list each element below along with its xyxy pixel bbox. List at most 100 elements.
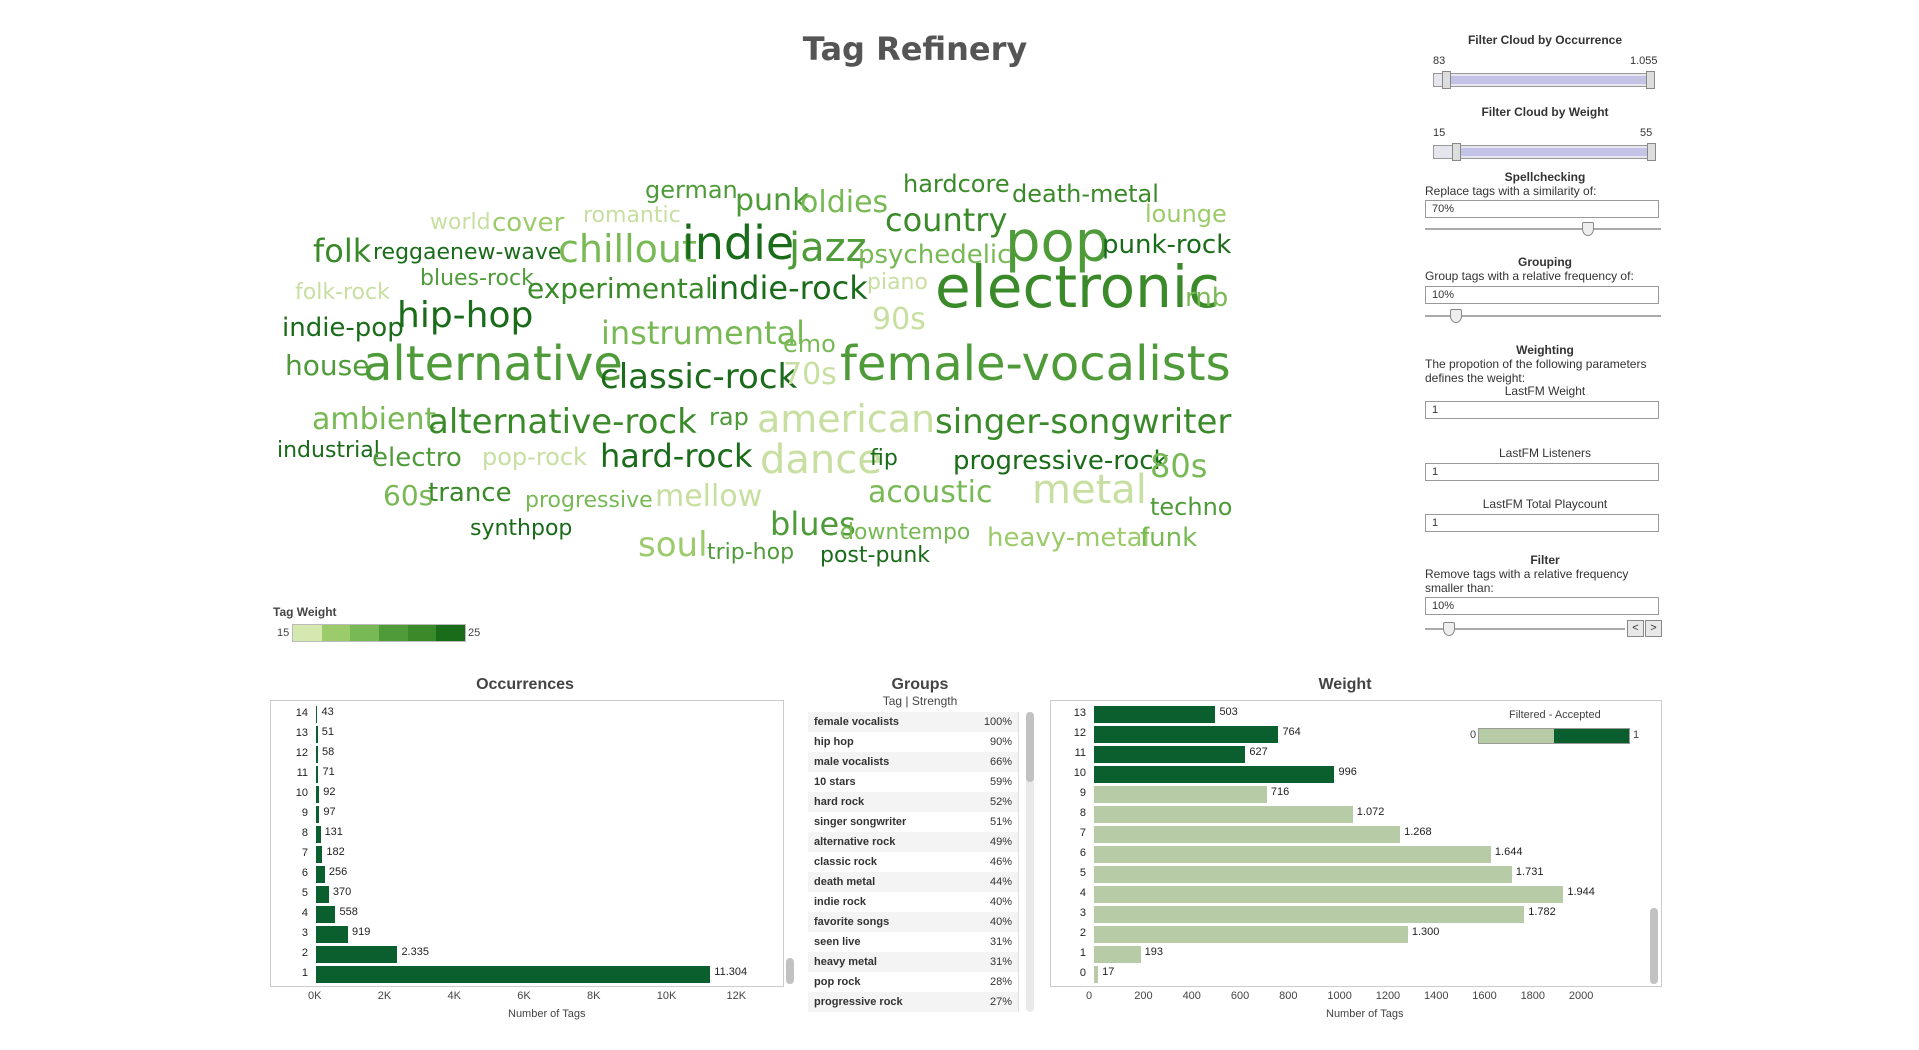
cloud-tag[interactable]: alternative-rock: [428, 402, 697, 442]
groups-row[interactable]: seen live 31%: [808, 932, 1019, 952]
filter-next-button[interactable]: >: [1645, 620, 1662, 637]
cloud-tag[interactable]: psychedelic: [858, 240, 1012, 270]
cloud-tag[interactable]: dance: [760, 437, 882, 483]
groups-row[interactable]: death metal 44%: [808, 872, 1019, 892]
cloud-tag[interactable]: trip-hop: [707, 540, 795, 565]
cloud-tag[interactable]: 70s: [783, 357, 837, 392]
grouping-slider[interactable]: [1425, 315, 1661, 317]
cloud-tag[interactable]: post-punk: [820, 543, 931, 568]
cloud-tag[interactable]: electro: [372, 443, 462, 473]
groups-row[interactable]: hip hop 90%: [808, 732, 1019, 752]
cloud-tag[interactable]: soul: [638, 525, 708, 565]
cloud-tag[interactable]: new-wave: [450, 240, 562, 265]
occurrence-range-slider[interactable]: [1433, 71, 1655, 89]
occurrences-scrollbar[interactable]: [786, 958, 794, 984]
cloud-tag[interactable]: folk-rock: [295, 280, 390, 305]
cloud-tag[interactable]: female-vocalists: [840, 336, 1231, 392]
groups-row[interactable]: heavy metal 31%: [808, 952, 1019, 972]
cloud-tag[interactable]: heavy-metal: [987, 523, 1150, 553]
bar[interactable]: [1094, 706, 1216, 723]
cloud-tag[interactable]: classic-rock: [600, 357, 798, 397]
bar[interactable]: [1094, 906, 1525, 923]
lastfm-listeners-input[interactable]: 1: [1425, 463, 1659, 481]
cloud-tag[interactable]: american: [757, 397, 936, 441]
cloud-tag[interactable]: chillout: [558, 227, 697, 271]
cloud-tag[interactable]: electronic: [935, 253, 1220, 321]
groups-row[interactable]: progressive rock 27%: [808, 992, 1019, 1012]
bar[interactable]: [316, 786, 320, 803]
cloud-tag[interactable]: alternative: [363, 336, 623, 392]
groups-row[interactable]: female vocalists 100%: [808, 712, 1019, 732]
cloud-tag[interactable]: jazz: [789, 225, 867, 271]
filter-input[interactable]: 10%: [1425, 597, 1659, 615]
cloud-tag[interactable]: folk: [313, 232, 372, 270]
cloud-tag[interactable]: world: [430, 210, 491, 235]
cloud-tag[interactable]: hip-hop: [397, 295, 534, 336]
bar[interactable]: [316, 726, 318, 743]
cloud-tag[interactable]: pop: [1005, 210, 1111, 275]
cloud-tag[interactable]: punk-rock: [1102, 230, 1232, 260]
cloud-tag[interactable]: country: [885, 201, 1008, 239]
bar[interactable]: [1094, 866, 1512, 883]
cloud-tag[interactable]: reggae: [373, 240, 451, 265]
cloud-tag[interactable]: singer-songwriter: [935, 402, 1232, 442]
cloud-tag[interactable]: mellow: [655, 479, 763, 514]
cloud-tag[interactable]: 60s: [383, 479, 434, 512]
cloud-tag[interactable]: rap: [709, 403, 749, 431]
lastfm-weight-input[interactable]: 1: [1425, 401, 1659, 419]
groups-row[interactable]: alternative rock 49%: [808, 832, 1019, 852]
cloud-tag[interactable]: 80s: [1150, 447, 1208, 485]
cloud-tag[interactable]: indie-pop: [282, 313, 404, 343]
cloud-tag[interactable]: indie-rock: [710, 269, 868, 307]
bar[interactable]: [316, 826, 321, 843]
weight-max-handle[interactable]: [1647, 143, 1656, 161]
cloud-tag[interactable]: 90s: [872, 302, 926, 337]
cloud-tag[interactable]: german: [645, 176, 738, 204]
bar[interactable]: [316, 846, 323, 863]
cloud-tag[interactable]: blues: [770, 505, 856, 543]
bar[interactable]: [1094, 726, 1279, 743]
cloud-tag[interactable]: techno: [1150, 493, 1233, 521]
cloud-tag[interactable]: emo: [783, 330, 836, 358]
cloud-tag[interactable]: trance: [428, 478, 512, 508]
bar[interactable]: [316, 746, 319, 763]
bar[interactable]: [316, 806, 320, 823]
cloud-tag[interactable]: acoustic: [868, 475, 993, 510]
weight-range-slider[interactable]: [1433, 143, 1656, 161]
bar[interactable]: [316, 706, 318, 723]
cloud-tag[interactable]: house: [285, 349, 370, 382]
groups-row[interactable]: classic rock 46%: [808, 852, 1019, 872]
spellchecking-slider-knob[interactable]: [1582, 222, 1594, 236]
bar[interactable]: [316, 966, 711, 983]
groups-row[interactable]: male vocalists 66%: [808, 752, 1019, 772]
bar[interactable]: [1094, 926, 1408, 943]
bar[interactable]: [1094, 846, 1491, 863]
cloud-tag[interactable]: piano: [867, 270, 928, 295]
cloud-tag[interactable]: instrumental: [601, 314, 806, 352]
cloud-tag[interactable]: indie: [682, 216, 795, 270]
groups-row[interactable]: singer songwriter 51%: [808, 812, 1019, 832]
cloud-tag[interactable]: industrial: [277, 438, 380, 463]
cloud-tag[interactable]: pop-rock: [482, 443, 587, 471]
grouping-slider-knob[interactable]: [1450, 309, 1462, 323]
bar[interactable]: [1094, 806, 1353, 823]
cloud-tag[interactable]: rnb: [1185, 283, 1229, 313]
bar[interactable]: [1094, 766, 1335, 783]
weight-scrollbar[interactable]: [1650, 908, 1658, 984]
cloud-tag[interactable]: lounge: [1145, 200, 1227, 228]
cloud-tag[interactable]: blues-rock: [420, 266, 534, 291]
groups-scrollbar[interactable]: [1026, 712, 1034, 1012]
lastfm-playcount-input[interactable]: 1: [1425, 514, 1659, 532]
filter-prev-button[interactable]: <: [1627, 620, 1644, 637]
cloud-tag[interactable]: metal: [1032, 467, 1147, 513]
cloud-tag[interactable]: fip: [870, 446, 898, 471]
bar[interactable]: [1094, 966, 1099, 983]
bar[interactable]: [1094, 746, 1246, 763]
groups-row[interactable]: hard rock 52%: [808, 792, 1019, 812]
spellchecking-slider[interactable]: [1425, 228, 1661, 230]
groups-row[interactable]: indie rock 40%: [808, 892, 1019, 912]
bar[interactable]: [1094, 946, 1141, 963]
filter-slider-knob[interactable]: [1443, 622, 1455, 636]
cloud-tag[interactable]: synthpop: [470, 516, 573, 541]
filter-slider[interactable]: [1425, 628, 1625, 630]
